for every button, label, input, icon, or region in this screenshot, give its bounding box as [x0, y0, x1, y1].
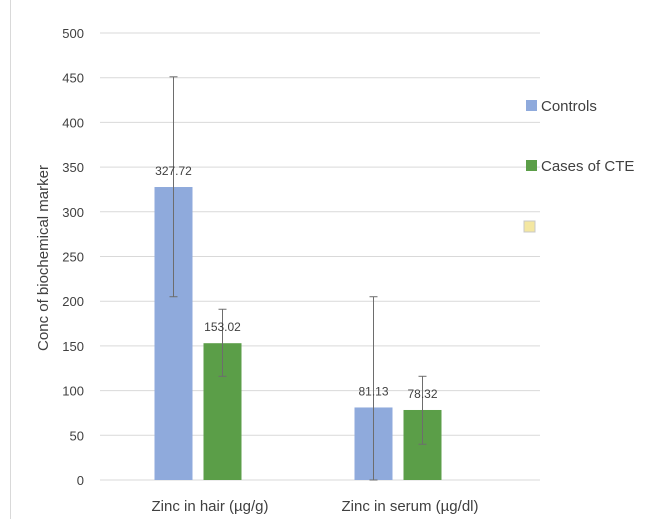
bars — [154, 187, 442, 481]
data-label: 327.72 — [155, 164, 192, 178]
legend-label: Cases of CTE — [541, 158, 634, 175]
legend-swatch — [526, 160, 537, 171]
legend-swatch — [526, 100, 537, 111]
y-tick-label: 200 — [62, 294, 84, 309]
legend: Controls Cases of CTE — [526, 98, 634, 175]
y-tick-label: 400 — [62, 115, 84, 130]
error-bars — [169, 76, 427, 481]
y-tick-label: 500 — [62, 26, 84, 41]
data-labels: 327.72 81.13 153.02 78.32 — [155, 164, 438, 401]
legend-label: Controls — [541, 98, 597, 115]
y-tick-label: 250 — [62, 250, 84, 265]
data-label: 153.02 — [204, 320, 241, 334]
y-axis-ticks: 0 50 100 150 200 250 300 350 400 450 500 — [62, 26, 84, 488]
data-label: 81.13 — [358, 384, 388, 398]
x-axis-categories: Zinc in hair (µg/g) Zinc in serum (µg/dl) — [151, 498, 478, 515]
y-tick-label: 300 — [62, 205, 84, 220]
y-tick-label: 450 — [62, 71, 84, 86]
y-tick-label: 50 — [70, 428, 84, 443]
x-category-label: Zinc in hair (µg/g) — [151, 498, 268, 515]
data-label: 78.32 — [407, 387, 437, 401]
left-border-line — [10, 0, 11, 519]
legend-stray-marker — [523, 220, 536, 233]
y-tick-label: 0 — [77, 473, 84, 488]
y-axis-label: Conc of biochemical marker — [35, 165, 52, 351]
y-tick-label: 350 — [62, 160, 84, 175]
y-tick-label: 100 — [62, 384, 84, 399]
y-tick-label: 150 — [62, 339, 84, 354]
x-category-label: Zinc in serum (µg/dl) — [341, 498, 478, 515]
